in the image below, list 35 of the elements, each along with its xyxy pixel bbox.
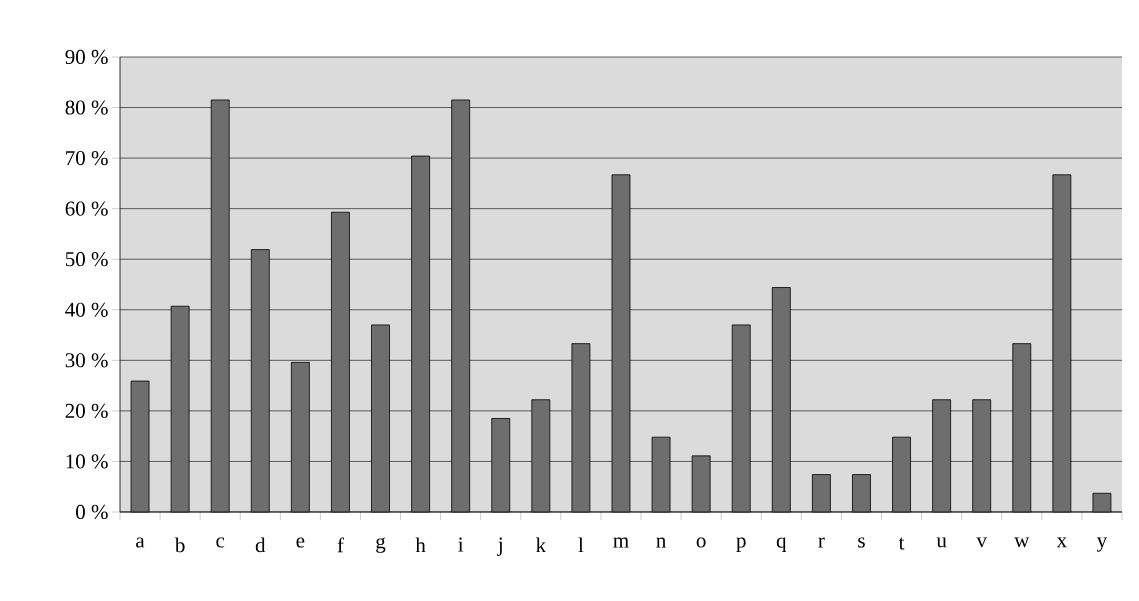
x-tick-label: j (497, 537, 502, 556)
y-tick-label: 60 % (65, 201, 108, 216)
x-tick-label: x (1056, 537, 1067, 548)
x-tick-label: e (296, 537, 305, 548)
x-tick-label: p (736, 537, 746, 552)
x-tick-label: i (458, 537, 464, 552)
y-tick-label: 40 % (65, 302, 108, 317)
x-tick-label: l (578, 537, 584, 553)
y-tick-label: 90 % (65, 49, 108, 65)
x-tick-label: u (936, 537, 947, 548)
x-tick-label: h (415, 537, 426, 553)
y-tick-label: 70 % (66, 150, 108, 166)
x-tick-label: o (696, 537, 706, 548)
y-tick-label: 50 % (65, 252, 108, 267)
x-tick-label: f (337, 537, 344, 553)
x-tick-label: n (656, 537, 666, 548)
x-tick-label: q (776, 537, 787, 553)
x-tick-label: d (255, 537, 266, 553)
x-tick-label: y (1096, 537, 1108, 552)
y-tick-label: 80 % (65, 100, 108, 115)
y-tick-label: 20 % (65, 403, 108, 418)
x-tick-label: t (898, 537, 905, 550)
x-tick-label: v (976, 537, 987, 548)
x-tick-label: c (216, 537, 225, 548)
x-tick-label: a (136, 537, 145, 548)
x-tick-label: s (858, 537, 865, 548)
x-tick-label: g (376, 537, 386, 553)
x-tick-label: r (818, 537, 825, 548)
x-tick-label: k (535, 537, 547, 553)
x-tick-label: w (1014, 537, 1030, 548)
y-tick-label: 0 % (76, 504, 108, 520)
x-tick-label: b (174, 537, 185, 553)
x-tick-label: m (613, 537, 629, 548)
y-tick-label: 30 % (65, 353, 108, 368)
y-tick-label: 10 % (66, 454, 108, 469)
